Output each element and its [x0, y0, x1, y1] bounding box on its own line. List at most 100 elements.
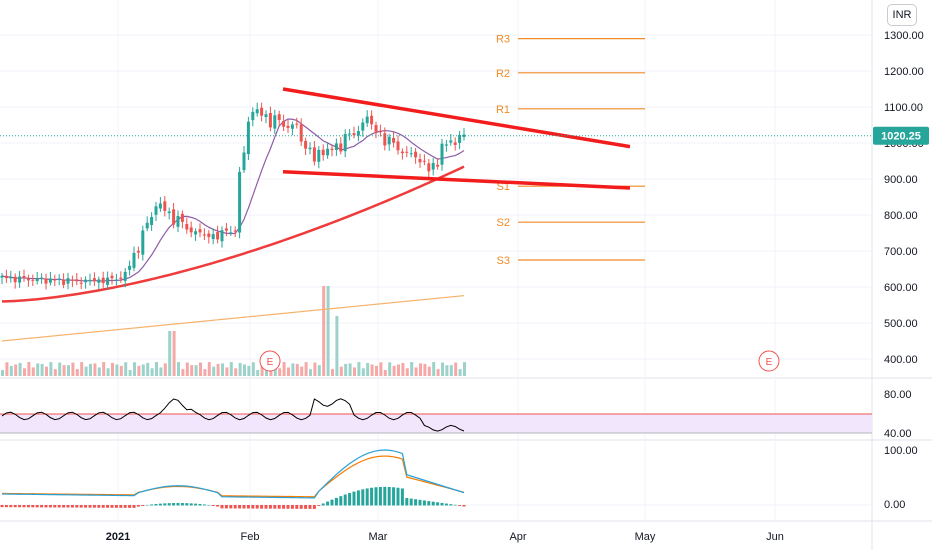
candle-body — [343, 134, 347, 152]
macd-histogram-bar — [101, 505, 105, 508]
volume-bar — [5, 362, 9, 376]
volume-bar — [339, 366, 343, 376]
macd-histogram-bar — [440, 502, 444, 506]
macd-histogram-bar — [392, 487, 396, 506]
price-axis-label: 1200.00 — [884, 66, 924, 78]
volume-bar — [71, 362, 75, 376]
price-axis-label: 1100.00 — [884, 102, 923, 114]
volume-bar — [449, 365, 453, 376]
candle-body — [255, 109, 259, 114]
upper-trendline — [282, 87, 631, 149]
candle-body — [13, 276, 17, 283]
candle-body — [53, 279, 57, 281]
candle-body — [163, 201, 167, 211]
macd-histogram-bar — [18, 505, 22, 508]
macd-histogram-bar — [207, 504, 211, 506]
macd-histogram-bar — [110, 505, 114, 508]
candle-body — [449, 140, 453, 143]
macd-histogram-bar — [383, 486, 387, 506]
candle-body — [312, 147, 316, 162]
earnings-marker-label: E — [267, 357, 274, 368]
macd-histogram-bar — [260, 505, 264, 509]
volume-bar — [463, 362, 466, 376]
macd-histogram-bar — [136, 505, 140, 507]
candle-body — [185, 224, 189, 230]
volume-bar — [229, 362, 233, 376]
volume-bar — [383, 369, 387, 376]
macd-histogram-bar — [312, 505, 316, 509]
macd-histogram-bar — [57, 505, 61, 508]
candle-body — [286, 125, 290, 128]
macd-histogram-bar — [202, 504, 206, 506]
macd-histogram-bar — [374, 487, 378, 506]
volume-bar — [304, 362, 308, 376]
volume-bar — [313, 362, 317, 376]
candle-body — [462, 134, 466, 137]
macd-histogram-bar — [453, 504, 457, 506]
volume-bar — [89, 363, 92, 376]
macd-histogram-bar — [317, 505, 321, 506]
volume-bar — [1, 370, 4, 376]
candle-body — [273, 115, 277, 129]
volume-bar — [58, 362, 62, 376]
macd-histogram-bar — [13, 505, 17, 508]
volume-bar — [172, 331, 176, 376]
macd-histogram-bar — [405, 497, 409, 506]
macd-histogram-bar — [356, 490, 360, 506]
macd-histogram-bar — [414, 499, 418, 506]
volume-bar — [36, 363, 40, 376]
candle-body — [405, 151, 409, 153]
candle-body — [295, 123, 299, 125]
volume-bar — [251, 362, 255, 376]
candle-body — [4, 275, 8, 279]
macd-histogram-bar — [154, 504, 158, 506]
candle-body — [207, 233, 211, 238]
volume-bar — [212, 366, 216, 376]
macd-histogram-bar — [44, 505, 48, 508]
pivot-label: R3 — [496, 34, 510, 46]
rsi-band — [0, 414, 872, 433]
candle-body — [150, 216, 154, 225]
earnings-marker-icon — [758, 350, 780, 372]
volume-bar — [291, 363, 295, 376]
candle-body — [101, 277, 105, 284]
macd-histogram-bar — [233, 505, 237, 509]
candle-body — [136, 250, 140, 253]
macd-histogram-bar — [62, 505, 66, 508]
candle-body — [114, 279, 118, 281]
price-axis-label: 1300.00 — [884, 30, 924, 42]
volume-bar — [49, 362, 53, 376]
macd-histogram-bar — [458, 505, 462, 506]
currency-button[interactable]: INR — [887, 4, 917, 26]
macd-histogram-bar — [216, 505, 220, 507]
macd-histogram-bar — [304, 505, 308, 509]
macd-histogram-bar — [4, 505, 8, 508]
macd-histogram-bar — [409, 498, 413, 506]
last-price-value: 1020.25 — [881, 131, 921, 143]
macd-histogram-bar — [273, 505, 277, 509]
volume-bar — [388, 362, 392, 376]
macd-histogram-bar — [365, 488, 369, 506]
volume-bar — [159, 367, 163, 376]
candle-body — [92, 278, 96, 282]
macd-histogram-bar — [387, 486, 391, 506]
rsi-axis-label: 40.00 — [884, 428, 912, 440]
candle-body — [365, 116, 369, 124]
macd-histogram-bar — [286, 505, 290, 509]
macd-histogram-bar — [370, 487, 374, 506]
macd-histogram-bar — [92, 505, 96, 508]
volume-bar — [146, 362, 150, 376]
candle-body — [18, 276, 22, 283]
volume-bar — [326, 286, 330, 376]
macd-histogram-bar — [220, 505, 224, 509]
volume-bar — [401, 362, 405, 376]
volume-bar — [221, 363, 224, 376]
candle-body — [180, 213, 184, 222]
volume-bar — [458, 369, 462, 376]
macd-histogram-bar — [418, 499, 422, 506]
volume-bar — [427, 366, 431, 376]
candle-body — [44, 278, 48, 284]
candle-body — [361, 122, 365, 131]
